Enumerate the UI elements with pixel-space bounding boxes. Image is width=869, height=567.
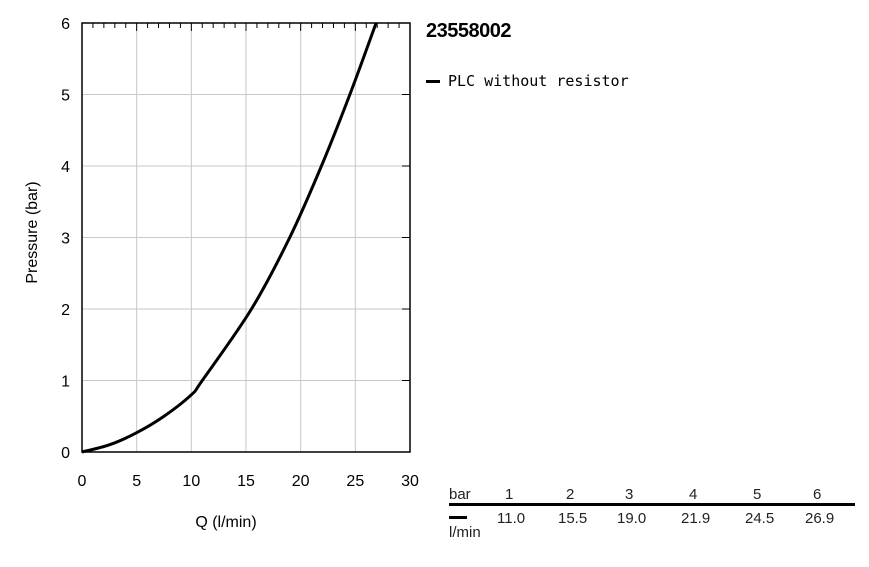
x-tick-label: 10 bbox=[182, 473, 200, 490]
chart-title: 23558002 bbox=[426, 20, 511, 42]
y-tick-label: 2 bbox=[61, 302, 70, 319]
y-tick-label: 4 bbox=[61, 159, 70, 176]
table-flow: 21.9 bbox=[681, 510, 711, 527]
table-series-swatch bbox=[449, 516, 467, 519]
table-pressure: 2 bbox=[566, 486, 575, 503]
y-tick-label: 5 bbox=[61, 88, 70, 105]
x-tick-label: 5 bbox=[132, 473, 141, 490]
table-unit: l/min bbox=[449, 524, 481, 541]
y-tick-label: 1 bbox=[61, 374, 70, 391]
plot-frame bbox=[81, 22, 411, 453]
y-tick-label: 0 bbox=[61, 445, 70, 462]
table-flow: 24.5 bbox=[745, 510, 775, 527]
table-pressure: 4 bbox=[689, 486, 698, 503]
legend: PLC without resistor bbox=[426, 72, 629, 90]
legend-swatch bbox=[426, 79, 440, 83]
table-pressure: 5 bbox=[753, 486, 762, 503]
table-pressure: 3 bbox=[625, 486, 634, 503]
table-row-header: bar bbox=[449, 486, 471, 503]
y-tick-label: 6 bbox=[61, 16, 70, 33]
table-flow: 11.0 bbox=[497, 510, 526, 527]
table-flow: 19.0 bbox=[617, 510, 647, 527]
table-flow: 26.9 bbox=[805, 510, 835, 527]
x-tick-label: 20 bbox=[292, 473, 310, 490]
table-rule bbox=[449, 503, 855, 506]
table-pressure: 6 bbox=[813, 486, 822, 503]
x-tick-label: 25 bbox=[346, 473, 364, 490]
y-tick-label: 3 bbox=[61, 231, 70, 248]
x-tick-label: 15 bbox=[237, 473, 255, 490]
unit-row: l/min bbox=[449, 524, 481, 541]
series-line bbox=[81, 22, 378, 454]
x-tick-label: 30 bbox=[401, 473, 419, 490]
y-axis-label: Pressure (bar) bbox=[24, 181, 41, 283]
table-flow: 15.5 bbox=[558, 510, 588, 527]
legend-label: PLC without resistor bbox=[448, 72, 629, 90]
x-axis-label: Q (l/min) bbox=[195, 514, 256, 531]
x-tick-label: 0 bbox=[78, 473, 87, 490]
table-pressure: 1 bbox=[505, 486, 514, 503]
